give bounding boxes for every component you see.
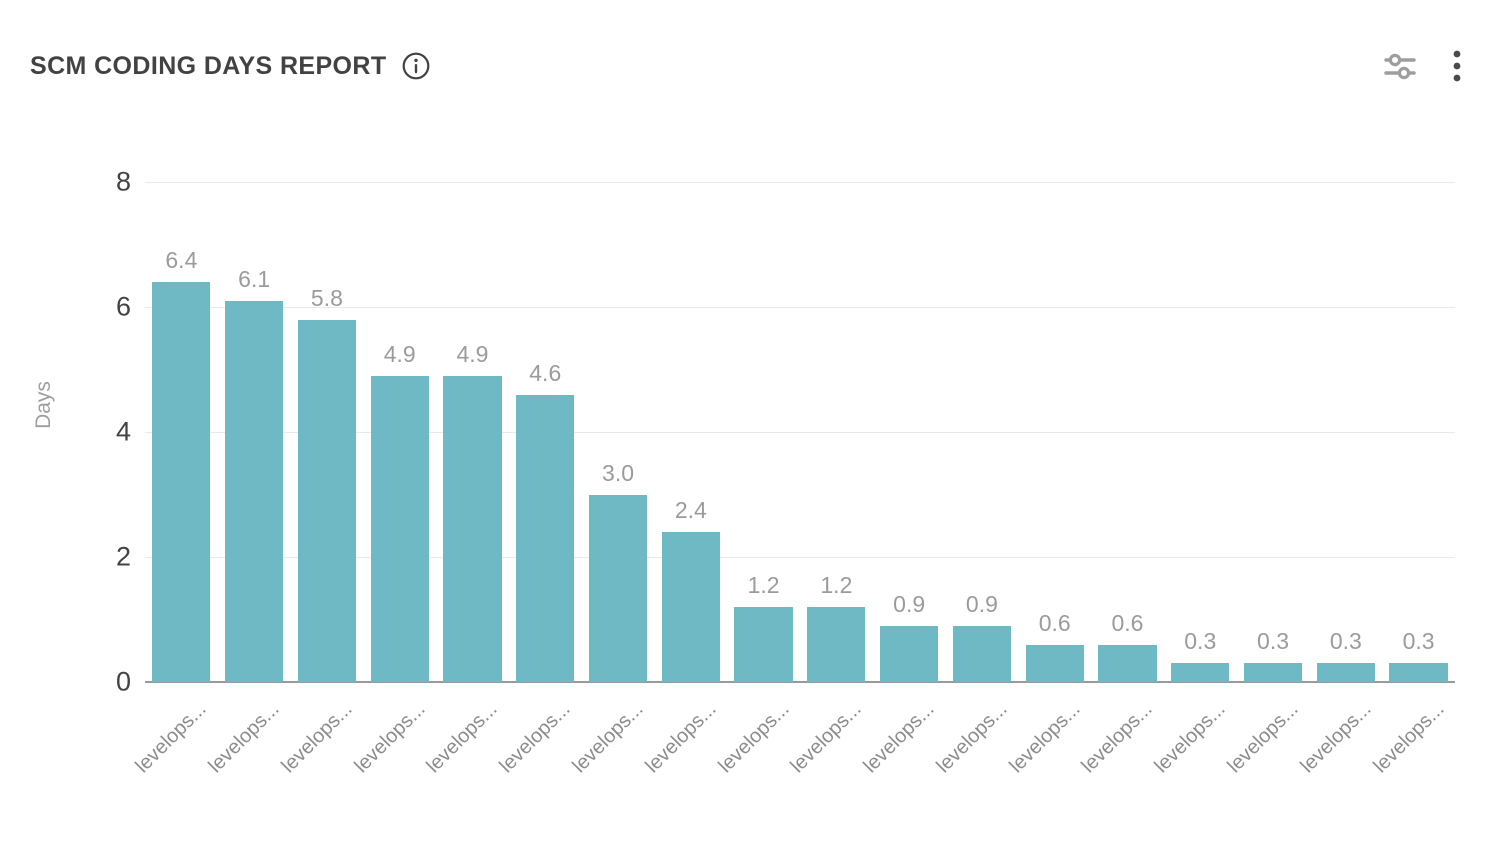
y-axis-label: Days xyxy=(32,381,55,429)
bar[interactable] xyxy=(225,300,284,682)
bar-value-label: 1.2 xyxy=(820,572,853,598)
bar-value-label: 0.9 xyxy=(965,590,998,617)
info-icon[interactable] xyxy=(401,51,431,81)
x-axis-tick-label: levelops... xyxy=(641,698,721,778)
x-axis-tick-label: levelops... xyxy=(204,698,284,778)
bar-slot: 1.2 levelops... xyxy=(787,182,873,777)
bar-slot: 4.9 levelops... xyxy=(423,182,509,777)
kebab-menu-icon[interactable] xyxy=(1452,48,1462,84)
bar[interactable] xyxy=(880,625,939,682)
x-axis-tick-label: levelops... xyxy=(1368,698,1449,778)
bar[interactable] xyxy=(152,282,211,682)
page-title: SCM CODING DAYS REPORT xyxy=(30,51,387,80)
header-actions xyxy=(1382,48,1462,84)
y-axis-tick: 0 xyxy=(115,666,131,697)
bar-value-label: 4.9 xyxy=(456,340,489,367)
y-axis-tick: 2 xyxy=(115,541,131,572)
bar[interactable] xyxy=(370,375,429,682)
gridline xyxy=(145,182,1455,183)
gridline xyxy=(145,557,1455,558)
x-axis-tick-label: levelops... xyxy=(786,698,866,778)
title-row: SCM CODING DAYS REPORT xyxy=(30,51,431,81)
bar[interactable] xyxy=(1316,663,1375,682)
bar-slot: 0.6 levelops... xyxy=(1005,182,1091,778)
bar-value-label: 4.6 xyxy=(529,359,562,386)
x-axis-tick-label: levelops... xyxy=(932,698,1012,778)
bar-value-label: 5.8 xyxy=(310,284,343,311)
bar[interactable] xyxy=(1025,644,1084,682)
bar[interactable] xyxy=(1389,663,1448,682)
bar-slot: 0.3 levelops... xyxy=(1151,182,1237,777)
x-axis-tick-label: levelops... xyxy=(1077,698,1158,778)
bar-value-label: 0.9 xyxy=(893,590,926,617)
bar[interactable] xyxy=(952,625,1012,682)
bar[interactable] xyxy=(297,319,357,682)
bar-value-label: 4.9 xyxy=(383,340,416,367)
x-axis-tick-label: levelops... xyxy=(1296,698,1376,778)
y-axis-tick: 6 xyxy=(115,291,131,322)
x-axis-tick-label: levelops... xyxy=(495,698,575,778)
bar-slot: 0.6 levelops... xyxy=(1078,182,1164,778)
gridline xyxy=(145,307,1455,308)
bar-value-label: 0.6 xyxy=(1038,609,1071,636)
y-axis-tick: 4 xyxy=(115,416,131,447)
bar[interactable] xyxy=(516,394,575,682)
bar-slot: 1.2 levelops... xyxy=(714,182,800,777)
x-axis-tick-label: levelops... xyxy=(131,698,211,778)
bar[interactable] xyxy=(661,532,720,682)
bar-slot: 3.0 levelops... xyxy=(568,182,655,778)
bar[interactable] xyxy=(1098,644,1157,682)
bar-slot: 0.3 levelops... xyxy=(1369,182,1455,777)
bar[interactable] xyxy=(588,494,648,682)
bar-slot: 0.9 levelops... xyxy=(859,182,946,777)
bar[interactable] xyxy=(1243,663,1303,682)
bar-value-label: 2.4 xyxy=(674,497,707,523)
x-axis-tick-label: levelops... xyxy=(1223,698,1303,778)
x-axis-tick-label: levelops... xyxy=(568,698,648,778)
x-axis-tick-label: levelops... xyxy=(422,698,503,778)
bar-value-label: 0.3 xyxy=(1257,628,1290,655)
bar-slot: 6.4 levelops... xyxy=(132,182,218,777)
bar-value-label: 3.0 xyxy=(602,459,635,486)
x-axis-tick-label: levelops... xyxy=(1005,698,1085,778)
bar-slot: 6.1 levelops... xyxy=(204,182,291,777)
widget-header: SCM CODING DAYS REPORT xyxy=(30,48,1462,84)
bar-value-label: 0.3 xyxy=(1329,628,1362,655)
x-axis-tick-label: levelops... xyxy=(350,698,430,778)
bar-slot: 4.6 levelops... xyxy=(496,182,582,778)
bar[interactable] xyxy=(443,375,502,682)
x-axis-line xyxy=(145,681,1455,683)
x-axis-tick-label: levelops... xyxy=(713,698,794,778)
bar-slot: 4.9 levelops... xyxy=(350,182,436,777)
bar-slot: 2.4 levelops... xyxy=(641,182,727,777)
bar-value-label: 6.1 xyxy=(238,265,271,292)
bar-value-label: 1.2 xyxy=(747,572,780,598)
bar-value-label: 0.3 xyxy=(1184,628,1217,655)
bar-slot: 5.8 levelops... xyxy=(277,182,364,778)
filter-sliders-icon[interactable] xyxy=(1382,48,1418,84)
bar-slot: 0.9 levelops... xyxy=(932,182,1019,777)
y-axis-tick: 8 xyxy=(115,166,131,197)
bar[interactable] xyxy=(1171,663,1230,682)
x-axis-tick-label: levelops... xyxy=(277,698,357,778)
x-axis-tick-label: levelops... xyxy=(859,698,939,778)
bar-value-label: 6.4 xyxy=(165,247,198,273)
gridline xyxy=(145,432,1455,433)
bar-value-label: 0.6 xyxy=(1111,609,1144,636)
chart-plot-area: 0 2 4 6 8 6.4 levelops... 6.1 levelops... 5.8 leve… xyxy=(116,168,1455,778)
bar-slot: 0.3 levelops... xyxy=(1223,182,1310,777)
x-axis-tick-label: levelops... xyxy=(1150,698,1230,778)
bar[interactable] xyxy=(807,607,866,682)
bar-value-label: 0.3 xyxy=(1402,628,1435,655)
bar-slot: 0.3 levelops... xyxy=(1296,182,1382,777)
bar[interactable] xyxy=(734,607,793,682)
